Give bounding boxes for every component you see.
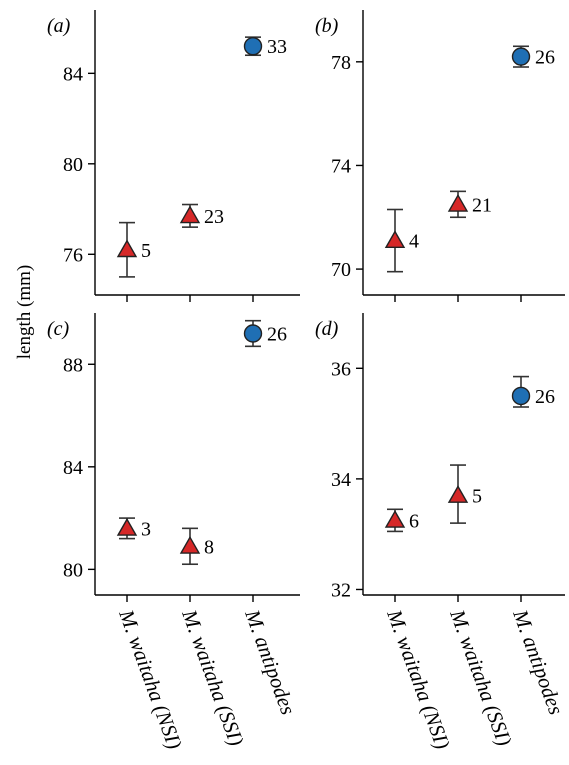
data-point-group: 8 — [179, 527, 214, 566]
sample-size-label: 26 — [267, 324, 287, 346]
y-tick-label: 78 — [331, 52, 351, 74]
y-tick-label: 80 — [63, 559, 83, 581]
y-tick-label: 88 — [63, 354, 83, 376]
data-point-group: 5 — [116, 221, 151, 278]
data-point-group: 26 — [243, 319, 287, 348]
category-label: M. waitaha (SSI) — [445, 606, 517, 749]
sample-size-label: 26 — [535, 386, 555, 408]
category-label: M. waitaha (SSI) — [177, 606, 249, 749]
sample-size-label: 4 — [409, 231, 419, 253]
data-point-group: 26 — [511, 45, 555, 69]
data-point-triangle — [116, 239, 138, 258]
sample-size-label: 33 — [267, 36, 287, 58]
sample-size-label: 21 — [472, 194, 492, 216]
data-point-group: 33 — [243, 36, 287, 58]
data-point-group: 26 — [511, 375, 555, 408]
data-point-circle — [243, 36, 263, 56]
data-point-group: 21 — [447, 190, 492, 219]
chart-panel-c: 80 84 88 (c) 3 8 26 M. waitaha (NSI)M. waitaha … — [47, 313, 300, 752]
data-point-triangle — [179, 205, 201, 224]
sample-size-label: 5 — [141, 240, 151, 262]
data-point-triangle — [384, 509, 406, 528]
y-tick-label: 32 — [331, 579, 351, 601]
y-tick-label: 34 — [331, 469, 351, 491]
data-point-triangle — [447, 193, 469, 212]
y-tick-label: 84 — [63, 63, 83, 85]
chart-panel-d: 32 34 36 (d) 6 5 26 M. waitaha (NSI)M. waitaha … — [315, 313, 568, 752]
data-point-triangle — [384, 230, 406, 249]
data-point-circle — [243, 324, 263, 343]
panel-label: (d) — [315, 318, 339, 340]
data-point-group: 5 — [447, 464, 482, 524]
data-point-circle — [511, 47, 531, 66]
data-point-triangle — [179, 535, 201, 554]
panel-label: (a) — [47, 15, 71, 37]
category-label: M. waitaha (NSI) — [114, 606, 187, 753]
y-tick-label: 36 — [331, 358, 351, 380]
data-point-triangle — [447, 485, 469, 503]
panel-label: (c) — [47, 318, 70, 340]
y-tick-label: 80 — [63, 154, 83, 176]
category-label: M. waitaha (NSI) — [382, 606, 455, 753]
data-point-group: 4 — [384, 208, 419, 273]
y-axis-label: length (mm) — [14, 265, 35, 359]
sample-size-label: 8 — [204, 536, 214, 558]
data-point-group: 3 — [116, 517, 151, 540]
y-tick-label: 76 — [63, 244, 83, 266]
data-point-group: 23 — [179, 203, 224, 228]
sample-size-label: 23 — [204, 206, 224, 228]
sample-size-label: 26 — [535, 47, 555, 69]
sample-size-label: 6 — [409, 510, 419, 532]
sample-size-label: 5 — [472, 485, 482, 507]
data-point-triangle — [116, 517, 138, 536]
data-point-group: 6 — [384, 508, 419, 532]
panel-label: (b) — [315, 15, 339, 37]
sample-size-label: 3 — [141, 518, 151, 540]
chart-panel-a: 76 80 84 (a) 5 23 33 — [47, 10, 300, 302]
data-point-circle — [511, 386, 531, 406]
y-tick-label: 84 — [63, 457, 83, 479]
category-label: M. antipodes — [508, 606, 568, 718]
category-label: M. antipodes — [240, 606, 300, 718]
y-tick-label: 70 — [331, 259, 351, 281]
y-tick-label: 74 — [331, 155, 351, 177]
chart-panel-b: 70 74 78 (b) 4 21 26 — [315, 10, 565, 302]
